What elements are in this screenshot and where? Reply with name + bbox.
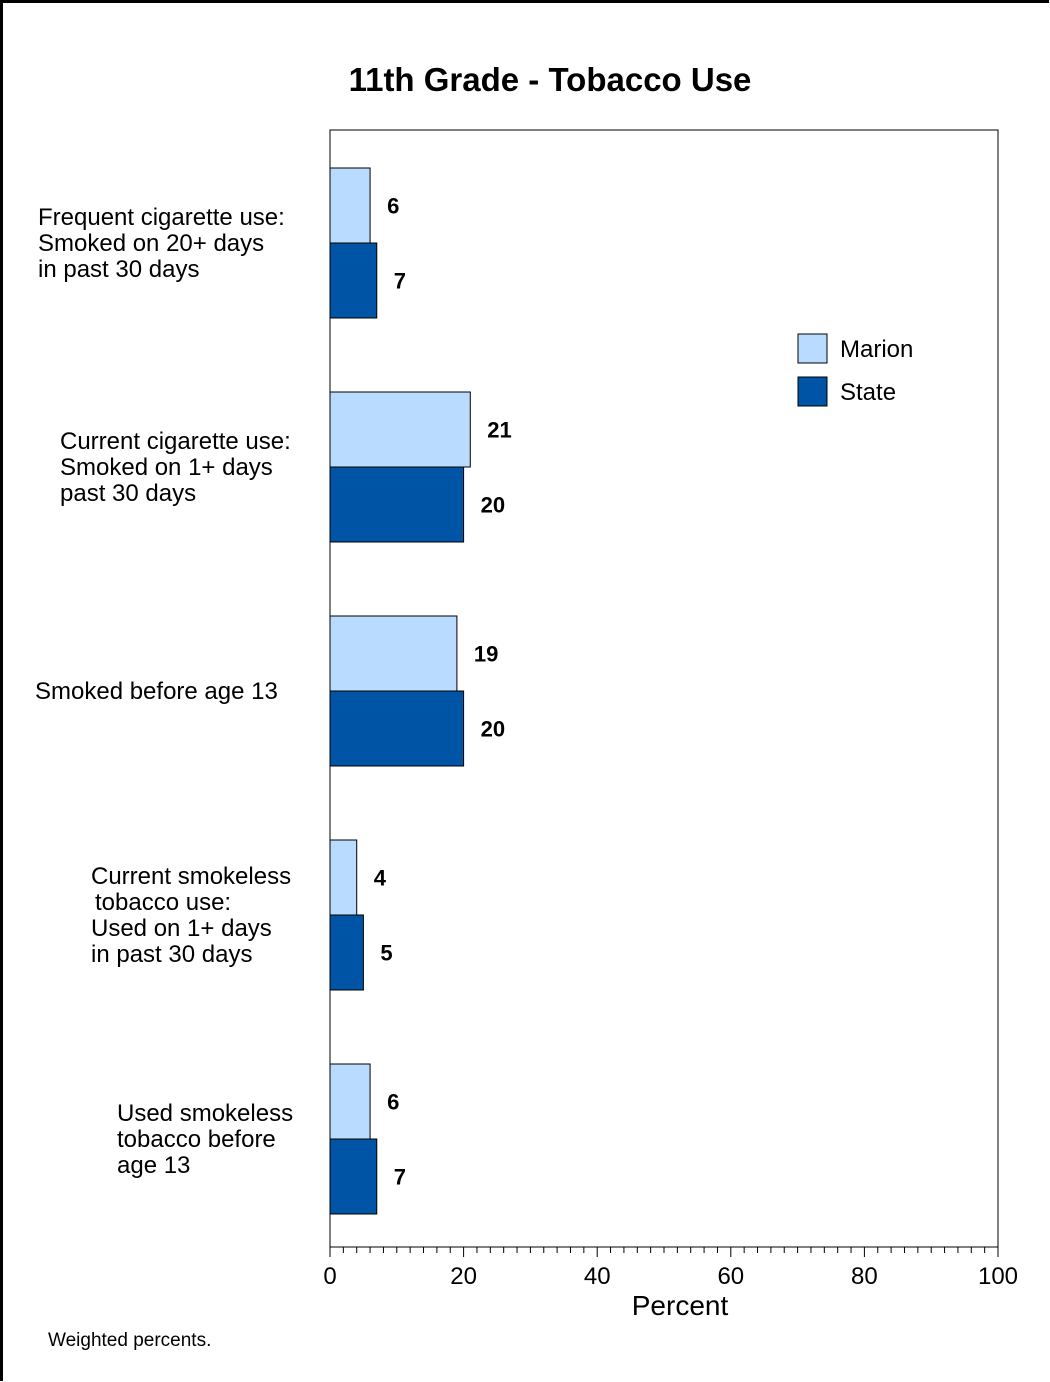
- bar-state: [329, 1138, 378, 1215]
- bar-value-label: 20: [481, 493, 505, 518]
- category-label-line: Smoked before age 13: [35, 678, 278, 705]
- category-label-line: in past 30 days: [91, 941, 252, 968]
- bars: 6 7 21 20 19 20 4 5 6 7: [329, 167, 512, 1215]
- bar-marion: [329, 615, 458, 692]
- bar-value-label: 5: [380, 941, 392, 966]
- x-tick-label: 40: [584, 1263, 611, 1290]
- category-label-line: Frequent cigarette use:: [38, 204, 285, 231]
- category-label-line: past 30 days: [60, 480, 196, 507]
- bar-state: [329, 914, 364, 991]
- bar-value-label: 4: [374, 866, 387, 891]
- category-label-line: age 13: [117, 1152, 190, 1179]
- category-label-line: Used on 1+ days: [91, 915, 272, 942]
- x-axis-title: Percent: [632, 1290, 729, 1321]
- bar-value-label: 19: [474, 642, 498, 667]
- bar-marion: [329, 167, 371, 244]
- bar-state: [329, 466, 465, 543]
- x-tick-label: 20: [450, 1263, 477, 1290]
- x-tick-label: 80: [851, 1263, 878, 1290]
- bar-state: [329, 690, 465, 767]
- bar-marion: [329, 391, 471, 468]
- category-label-line: in past 30 days: [38, 256, 199, 283]
- x-tick-label: 100: [978, 1263, 1018, 1290]
- category-label-line: Current cigarette use:: [60, 428, 291, 455]
- bar-value-label: 6: [387, 194, 399, 219]
- bar-value-label: 6: [387, 1090, 399, 1115]
- category-labels: Frequent cigarette use:Smoked on 20+ day…: [35, 204, 293, 1179]
- legend-swatch-state: [797, 376, 828, 407]
- category-label-line: Smoked on 1+ days: [60, 454, 273, 481]
- bar-value-label: 21: [487, 418, 511, 443]
- x-axis: 0 20 40 60 80 100: [323, 1247, 1018, 1290]
- bar-state: [329, 242, 378, 319]
- category-label-line: Current smokeless: [91, 863, 291, 890]
- legend-swatch-marion: [797, 333, 828, 364]
- category-label-line: Smoked on 20+ days: [38, 230, 264, 257]
- bar-value-label: 7: [394, 269, 406, 294]
- legend-label-marion: Marion: [840, 336, 913, 363]
- category-label-line: tobacco before: [117, 1126, 276, 1153]
- x-tick-label: 0: [323, 1263, 336, 1290]
- category-label-line: tobacco use:: [95, 889, 231, 916]
- bar-marion: [329, 839, 358, 916]
- bar-marion: [329, 1063, 371, 1140]
- x-tick-label: 60: [717, 1263, 744, 1290]
- bar-value-label: 20: [481, 717, 505, 742]
- category-label-line: Used smokeless: [117, 1100, 293, 1127]
- chart-title: 11th Grade - Tobacco Use: [349, 61, 752, 98]
- footnote: Weighted percents.: [48, 1330, 211, 1351]
- legend: Marion State: [797, 333, 913, 407]
- legend-label-state: State: [840, 379, 896, 406]
- bar-value-label: 7: [394, 1165, 406, 1190]
